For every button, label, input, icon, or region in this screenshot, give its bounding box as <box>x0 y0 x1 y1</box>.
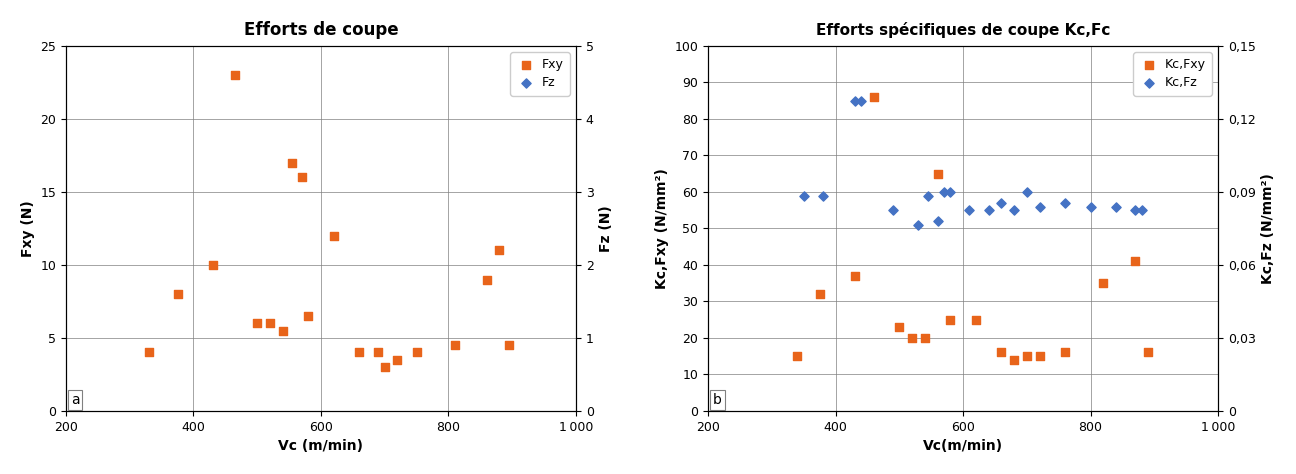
Kc,Fz <box>1029 203 1050 210</box>
Fxy <box>388 356 408 364</box>
Fxy <box>323 232 343 239</box>
Kc,Fz <box>1055 199 1076 207</box>
Fxy <box>499 341 520 349</box>
Legend: Fxy, Fz: Fxy, Fz <box>511 52 570 96</box>
Kc,Fz <box>991 199 1012 207</box>
Text: b: b <box>713 393 722 407</box>
Kc,Fxy <box>787 352 807 360</box>
Kc,Fxy <box>902 334 923 342</box>
Legend: Kc,Fxy, Kc,Fz: Kc,Fxy, Kc,Fz <box>1133 52 1212 96</box>
Kc,Fxy <box>1029 352 1050 360</box>
Kc,Fz <box>1016 188 1037 196</box>
Text: a: a <box>71 393 80 407</box>
Fxy <box>489 246 509 254</box>
Fxy <box>167 290 188 298</box>
Kc,Fxy <box>1093 279 1113 287</box>
Y-axis label: Fxy (N): Fxy (N) <box>21 200 35 257</box>
X-axis label: Vc(m/min): Vc(m/min) <box>923 439 1003 453</box>
Kc,Fz <box>918 192 938 200</box>
Kc,Fxy <box>889 323 910 331</box>
Y-axis label: Fz (N): Fz (N) <box>599 205 613 252</box>
Kc,Fxy <box>809 290 829 298</box>
Fxy <box>406 349 426 356</box>
Kc,Fxy <box>966 316 986 323</box>
Kc,Fz <box>978 206 999 214</box>
Kc,Fxy <box>927 170 947 177</box>
Kc,Fz <box>1080 203 1100 210</box>
Kc,Fxy <box>1055 349 1076 356</box>
Title: Efforts de coupe: Efforts de coupe <box>244 21 398 39</box>
Fxy <box>368 349 389 356</box>
Kc,Fxy <box>940 316 960 323</box>
Kc,Fz <box>959 206 980 214</box>
Kc,Fz <box>844 97 864 104</box>
Fxy <box>246 319 267 327</box>
Kc,Fxy <box>1138 349 1159 356</box>
Fxy <box>292 173 312 181</box>
Kc,Fz <box>927 217 947 225</box>
Fxy <box>139 349 159 356</box>
Kc,Fz <box>793 192 814 200</box>
Kc,Fxy <box>1003 356 1024 364</box>
Fxy <box>298 312 319 320</box>
Kc,Fxy <box>915 334 936 342</box>
Fxy <box>259 319 280 327</box>
Fxy <box>477 276 498 283</box>
Kc,Fz <box>933 188 954 196</box>
Y-axis label: Kᴄ,Fz (N/mm²): Kᴄ,Fz (N/mm²) <box>1261 173 1275 284</box>
Kc,Fxy <box>844 272 864 280</box>
Kc,Fxy <box>991 349 1012 356</box>
Kc,Fz <box>1131 206 1152 214</box>
Fxy <box>272 327 293 334</box>
Kc,Fz <box>1105 203 1126 210</box>
Fxy <box>283 159 303 166</box>
Kc,Fxy <box>1016 352 1037 360</box>
X-axis label: Vc (m/min): Vc (m/min) <box>279 439 363 453</box>
Kc,Fz <box>1003 206 1024 214</box>
Kc,Fz <box>940 188 960 196</box>
Kc,Fz <box>1125 206 1146 214</box>
Kc,Fz <box>908 221 929 228</box>
Kc,Fxy <box>863 93 884 101</box>
Kc,Fxy <box>1125 257 1146 265</box>
Y-axis label: Kᴄ,Fxy (N/mm²): Kᴄ,Fxy (N/mm²) <box>654 168 669 289</box>
Fxy <box>202 261 223 269</box>
Kc,Fz <box>850 97 871 104</box>
Fxy <box>445 341 465 349</box>
Fxy <box>224 72 245 79</box>
Title: Efforts spécifiques de coupe Kᴄ,Fᴄ: Efforts spécifiques de coupe Kᴄ,Fᴄ <box>816 22 1111 38</box>
Kc,Fz <box>883 206 903 214</box>
Fxy <box>349 349 369 356</box>
Kc,Fz <box>813 192 833 200</box>
Fxy <box>375 363 395 371</box>
